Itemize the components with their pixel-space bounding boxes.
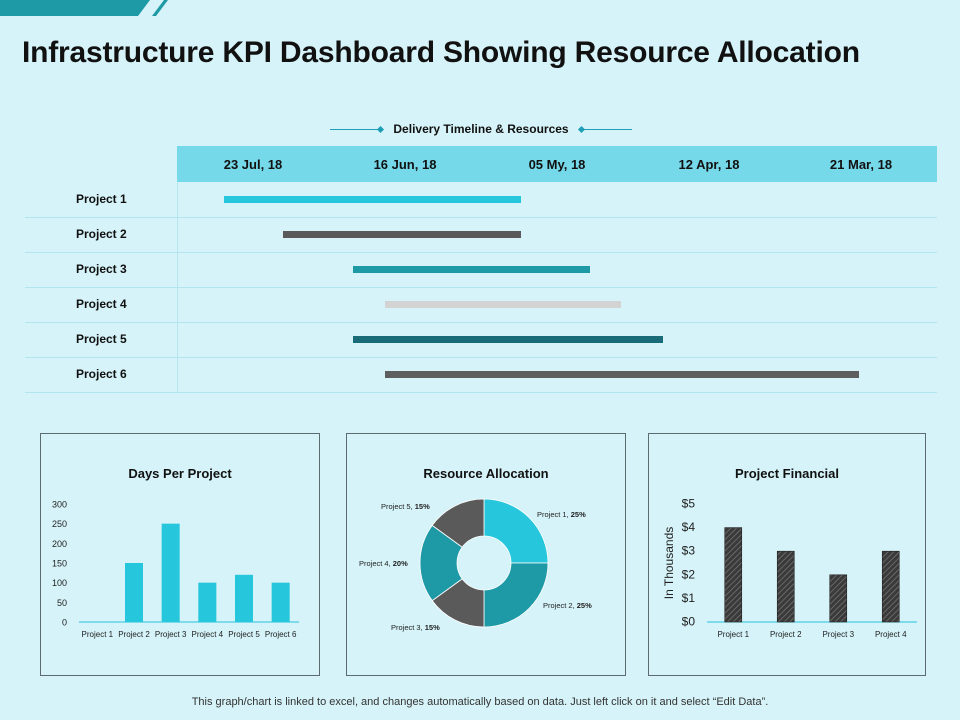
- gantt-date: 05 My, 18: [528, 156, 586, 172]
- resource-allocation-chart: Project 1, 25%Project 2, 25%Project 3, 1…: [359, 498, 592, 632]
- corner-decoration: [0, 0, 168, 16]
- gantt-row: Project 2: [25, 217, 937, 253]
- pie-slice: [483, 498, 549, 564]
- y-tick-label: $3: [682, 544, 696, 558]
- gantt-bar[interactable]: [385, 371, 860, 378]
- x-tick-label: Project 1: [82, 630, 114, 639]
- gantt-date: 16 Jun, 18: [373, 156, 437, 172]
- gantt-row-label: Project 1: [76, 192, 127, 206]
- gantt-chart[interactable]: 23 Jul, 18 16 Jun, 18 05 My, 18 12 Apr, …: [25, 146, 937, 393]
- gantt-legend: Delivery Timeline & Resources: [320, 118, 642, 140]
- pie-label: Project 3, 15%: [391, 623, 440, 632]
- x-tick-label: Project 3: [822, 630, 854, 639]
- gantt-row: Project 5: [25, 322, 937, 358]
- pie-label-value: 15%: [425, 623, 440, 632]
- gantt-row: Project 1: [25, 182, 937, 218]
- gantt-date: 12 Apr, 18: [678, 156, 740, 172]
- days-per-project-chart: 0 50 100 150 200 250 300 Project 1 Project 2 Proj…: [52, 500, 299, 639]
- x-tick-label: Project 4: [192, 630, 224, 639]
- project-financial-panel[interactable]: Project Financial $0 $1 $2 $3 $4 $5 Project 1 P…: [648, 433, 926, 676]
- gantt-row-label: Project 3: [76, 262, 127, 276]
- gantt-row: Project 4: [25, 287, 937, 323]
- resource-allocation-panel[interactable]: Resource Allocation Project 1, 25% Projec…: [346, 433, 626, 676]
- project-financial-chart: $0 $1 $2 $3 $4 $5 Project 1 Project 2 Project 3 P…: [662, 497, 917, 639]
- x-tick-label: Project 4: [875, 630, 907, 639]
- x-tick-label: Project 5: [228, 630, 260, 639]
- page-title: Infrastructure KPI Dashboard Showing Res…: [22, 36, 860, 69]
- y-tick-label: $0: [682, 615, 696, 629]
- pie-label: Project 5, 15%: [381, 502, 430, 511]
- y-tick-label: $4: [682, 520, 696, 534]
- y-axis-label: In Thousands: [662, 527, 676, 600]
- y-tick-label: 100: [52, 578, 67, 588]
- chart-title: Resource Allocation: [423, 466, 549, 481]
- gantt-bar[interactable]: [353, 336, 664, 343]
- gantt-row-label: Project 4: [76, 297, 127, 311]
- pie-label-name: Project 2,: [543, 601, 577, 610]
- pie-label-value: 25%: [571, 510, 586, 519]
- gantt-bar[interactable]: [283, 231, 521, 238]
- pie-label-name: Project 5,: [381, 502, 415, 511]
- gantt-row-label: Project 2: [76, 227, 127, 241]
- y-tick-label: 50: [57, 598, 67, 608]
- y-tick-label: 0: [62, 618, 67, 628]
- pie-label-name: Project 3,: [391, 623, 425, 632]
- pie-label: Project 4, 20%: [359, 559, 408, 568]
- y-tick-label: 200: [52, 539, 67, 549]
- gantt-date-header: 23 Jul, 18 16 Jun, 18 05 My, 18 12 Apr, …: [177, 146, 937, 182]
- bar: [235, 574, 253, 622]
- gantt-bar[interactable]: [353, 266, 591, 273]
- pie-label-value: 15%: [415, 502, 430, 511]
- gantt-row-label: Project 6: [76, 367, 127, 381]
- pie-slice: [419, 524, 463, 602]
- bar: [776, 550, 795, 623]
- gantt-date: 23 Jul, 18: [223, 156, 283, 172]
- gantt-bar[interactable]: [224, 196, 521, 203]
- legend-line-right: [577, 125, 632, 133]
- chart-title: Project Financial: [734, 466, 840, 481]
- bar: [161, 523, 180, 622]
- x-tick-label: Project 2: [118, 630, 150, 639]
- chart-title: Days Per Project: [128, 466, 232, 481]
- bar: [881, 550, 900, 623]
- pie-label-value: 20%: [393, 559, 408, 568]
- bar: [724, 527, 743, 623]
- y-tick-label: $5: [682, 497, 696, 511]
- bar: [271, 582, 290, 622]
- pie-label-name: Project 4,: [359, 559, 393, 568]
- x-tick-label: Project 6: [265, 630, 297, 639]
- x-tick-label: Project 1: [717, 630, 749, 639]
- gantt-row-label: Project 5: [76, 332, 127, 346]
- pie-slice: [431, 498, 485, 548]
- gantt-legend-label: Delivery Timeline & Resources: [393, 122, 569, 136]
- pie-label-name: Project 1,: [537, 510, 571, 519]
- bar: [829, 574, 848, 623]
- y-tick-label: 150: [52, 559, 67, 569]
- gantt-row: Project 3: [25, 252, 937, 288]
- days-per-project-panel[interactable]: Days Per Project 0 50 100 150 200 250 300 Proje…: [40, 433, 320, 676]
- y-tick-label: 250: [52, 519, 67, 529]
- pie-label: Project 1, 25%: [537, 510, 586, 519]
- bar: [198, 582, 217, 622]
- gantt-row: Project 6: [25, 357, 937, 393]
- gantt-date: 21 Mar, 18: [829, 156, 893, 172]
- legend-line-left: [330, 125, 385, 133]
- gantt-bar[interactable]: [385, 301, 621, 308]
- y-tick-label: 300: [52, 500, 67, 510]
- y-tick-label: $2: [682, 567, 696, 581]
- pie-label: Project 2, 25%: [543, 601, 592, 610]
- pie-slice: [483, 562, 549, 628]
- y-tick-label: $1: [682, 591, 696, 605]
- bar: [125, 563, 143, 622]
- pie-label-value: 25%: [577, 601, 592, 610]
- x-tick-label: Project 2: [770, 630, 802, 639]
- footnote: This graph/chart is linked to excel, and…: [191, 696, 769, 708]
- x-tick-label: Project 3: [155, 630, 187, 639]
